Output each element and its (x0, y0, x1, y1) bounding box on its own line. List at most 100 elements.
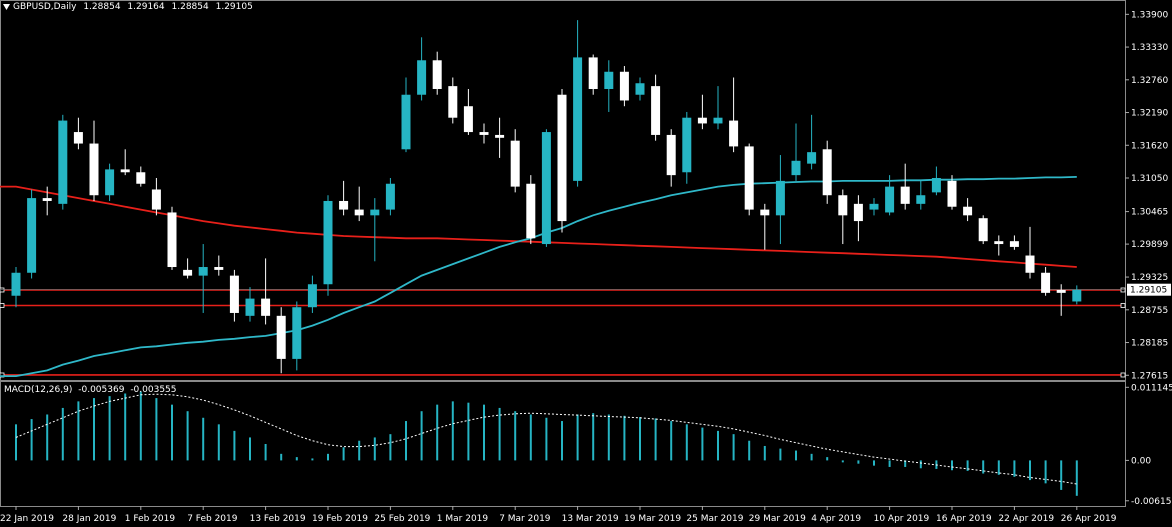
candle-body[interactable] (495, 134, 505, 138)
macd-signal-value: -0.003555 (130, 385, 177, 395)
candle-body[interactable] (73, 132, 83, 144)
candle-body[interactable] (666, 134, 676, 176)
candle-body[interactable] (807, 152, 817, 164)
date-axis-label: 22 Jan 2019 (0, 514, 54, 524)
price-axis-label: 1.28755 (1131, 306, 1168, 316)
candle-body[interactable] (417, 60, 427, 95)
candle-body[interactable] (853, 203, 863, 222)
candle-body[interactable] (1025, 255, 1035, 273)
macd-header: MACD(12,26,9) -0.005369 -0.003555 (4, 385, 180, 395)
candle-body[interactable] (276, 315, 286, 359)
date-axis-label: 1 Mar 2019 (437, 514, 489, 524)
candle-body[interactable] (557, 94, 567, 222)
candle-body[interactable] (167, 212, 177, 268)
candle-body[interactable] (635, 83, 645, 95)
date-axis-label: 10 Apr 2019 (874, 514, 930, 524)
candle-body[interactable] (1041, 272, 1051, 293)
candle-body[interactable] (1056, 289, 1066, 293)
candle-body[interactable] (432, 60, 442, 89)
price-axis-label: 1.33900 (1131, 10, 1168, 20)
candle-body[interactable] (510, 140, 520, 187)
level-anchor-left[interactable] (0, 303, 5, 308)
candle-body[interactable] (931, 178, 941, 193)
candle-body[interactable] (448, 86, 458, 118)
candle-body[interactable] (541, 132, 551, 245)
candle-body[interactable] (900, 186, 910, 204)
macd-axis-label: -0.006156 (1131, 497, 1172, 507)
candle-body[interactable] (1009, 241, 1019, 247)
candle-body[interactable] (463, 106, 473, 133)
candle-body[interactable] (869, 203, 879, 210)
candle-body[interactable] (822, 149, 832, 196)
date-axis-label: 13 Feb 2019 (250, 514, 306, 524)
close-price: 1.29105 (215, 2, 253, 12)
candle-body[interactable] (151, 189, 161, 210)
candle-body[interactable] (183, 269, 193, 276)
candle-body[interactable] (105, 169, 115, 196)
candle-body[interactable] (916, 195, 926, 204)
candle-body[interactable] (729, 120, 739, 147)
date-axis-label: 25 Mar 2019 (686, 514, 743, 524)
candle-body[interactable] (385, 183, 395, 210)
open-price: 1.28854 (83, 2, 121, 12)
candle-body[interactable] (401, 94, 411, 150)
candle-body[interactable] (136, 172, 146, 184)
candle-body[interactable] (619, 71, 629, 101)
candle-body[interactable] (682, 117, 692, 173)
candle-body[interactable] (229, 275, 239, 313)
candle-body[interactable] (651, 86, 661, 135)
candle-body[interactable] (994, 241, 1004, 245)
candle-body[interactable] (744, 146, 754, 210)
candle-body[interactable] (526, 183, 536, 239)
price-axis-label: 1.32190 (1131, 109, 1168, 119)
candle-body[interactable] (370, 209, 380, 216)
candle-body[interactable] (261, 298, 271, 316)
candle-body[interactable] (963, 206, 973, 216)
candle-body[interactable] (292, 307, 302, 359)
price-axis-label: 1.33330 (1131, 43, 1168, 53)
date-axis-label: 7 Mar 2019 (499, 514, 551, 524)
low-price: 1.28854 (171, 2, 209, 12)
candle-body[interactable] (354, 209, 364, 216)
candle-body[interactable] (1072, 289, 1082, 302)
candle-body[interactable] (978, 218, 988, 242)
candle-body[interactable] (760, 209, 770, 216)
candle-body[interactable] (198, 267, 208, 276)
candle-body[interactable] (11, 272, 21, 296)
candle-body[interactable] (838, 195, 848, 216)
candle-body[interactable] (573, 57, 583, 181)
date-axis-label: 22 Apr 2019 (998, 514, 1054, 524)
date-axis-label: 19 Feb 2019 (312, 514, 368, 524)
candle-body[interactable] (479, 132, 489, 135)
candle-body[interactable] (245, 298, 255, 316)
candle-body[interactable] (604, 71, 614, 89)
symbol-header: GBPUSD,Daily 1.28854 1.29164 1.28854 1.2… (13, 2, 257, 12)
date-axis-label: 25 Feb 2019 (374, 514, 430, 524)
candle-body[interactable] (120, 169, 130, 173)
candle-body[interactable] (42, 198, 52, 201)
candle-body[interactable] (307, 284, 317, 308)
candle-body[interactable] (775, 180, 785, 216)
candle-body[interactable] (885, 186, 895, 213)
candle-body[interactable] (713, 117, 723, 124)
candle-body[interactable] (89, 143, 99, 196)
high-price: 1.29164 (127, 2, 165, 12)
candle-body[interactable] (27, 198, 37, 273)
candle-body[interactable] (697, 117, 707, 124)
macd-main-value: -0.005369 (78, 385, 125, 395)
ma-slow-line (0, 185, 1077, 268)
candle-body[interactable] (323, 200, 333, 285)
date-axis-label: 7 Feb 2019 (187, 514, 238, 524)
level-anchor-right[interactable] (1120, 303, 1126, 308)
candle-body[interactable] (791, 160, 801, 176)
candle-body[interactable] (588, 57, 598, 89)
price-axis-label: 1.29325 (1131, 273, 1168, 283)
date-axis-label: 1 Feb 2019 (125, 514, 176, 524)
candle-body[interactable] (214, 267, 224, 270)
candle-body[interactable] (339, 200, 349, 210)
candle-body[interactable] (947, 180, 957, 207)
candle-body[interactable] (58, 120, 68, 204)
level-anchor-right[interactable] (1120, 372, 1126, 378)
